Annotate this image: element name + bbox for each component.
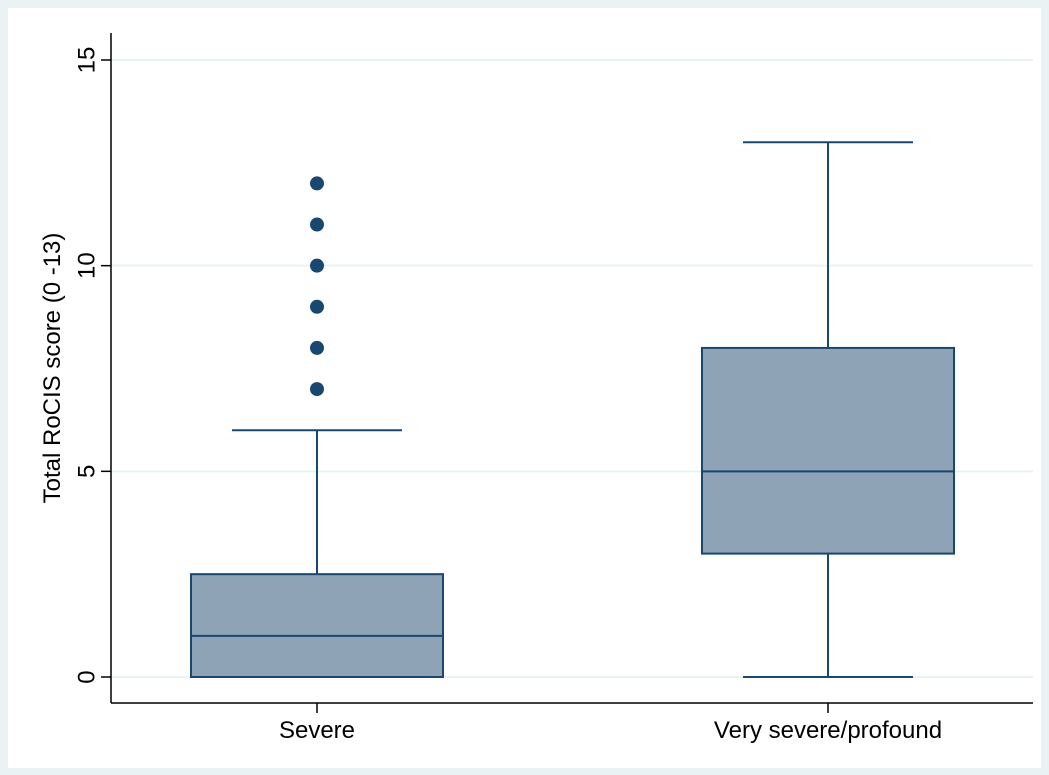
outlier-point bbox=[310, 340, 324, 355]
x-tick-label: Very severe/profound bbox=[714, 717, 942, 744]
outlier-point bbox=[310, 382, 324, 397]
axis-layer: 0 5 10 15 Severe Very severe/profound bbox=[73, 33, 1033, 744]
y-tick-label: 15 bbox=[73, 47, 100, 74]
outlier-point bbox=[310, 176, 324, 191]
y-axis-label: Total RoCIS score (0 -13) bbox=[39, 233, 66, 504]
box-iqr bbox=[190, 573, 444, 679]
y-tick-label: 0 bbox=[73, 670, 100, 683]
box-group bbox=[190, 176, 444, 679]
box-group bbox=[701, 141, 955, 678]
box-layer bbox=[190, 141, 955, 679]
x-tick-label: Severe bbox=[279, 717, 355, 744]
outlier-point bbox=[310, 258, 324, 273]
box-iqr bbox=[701, 346, 955, 555]
outlier-point bbox=[310, 299, 324, 314]
outlier-point bbox=[310, 217, 324, 232]
y-tick-label: 5 bbox=[73, 465, 100, 478]
y-tick-label: 10 bbox=[73, 252, 100, 279]
